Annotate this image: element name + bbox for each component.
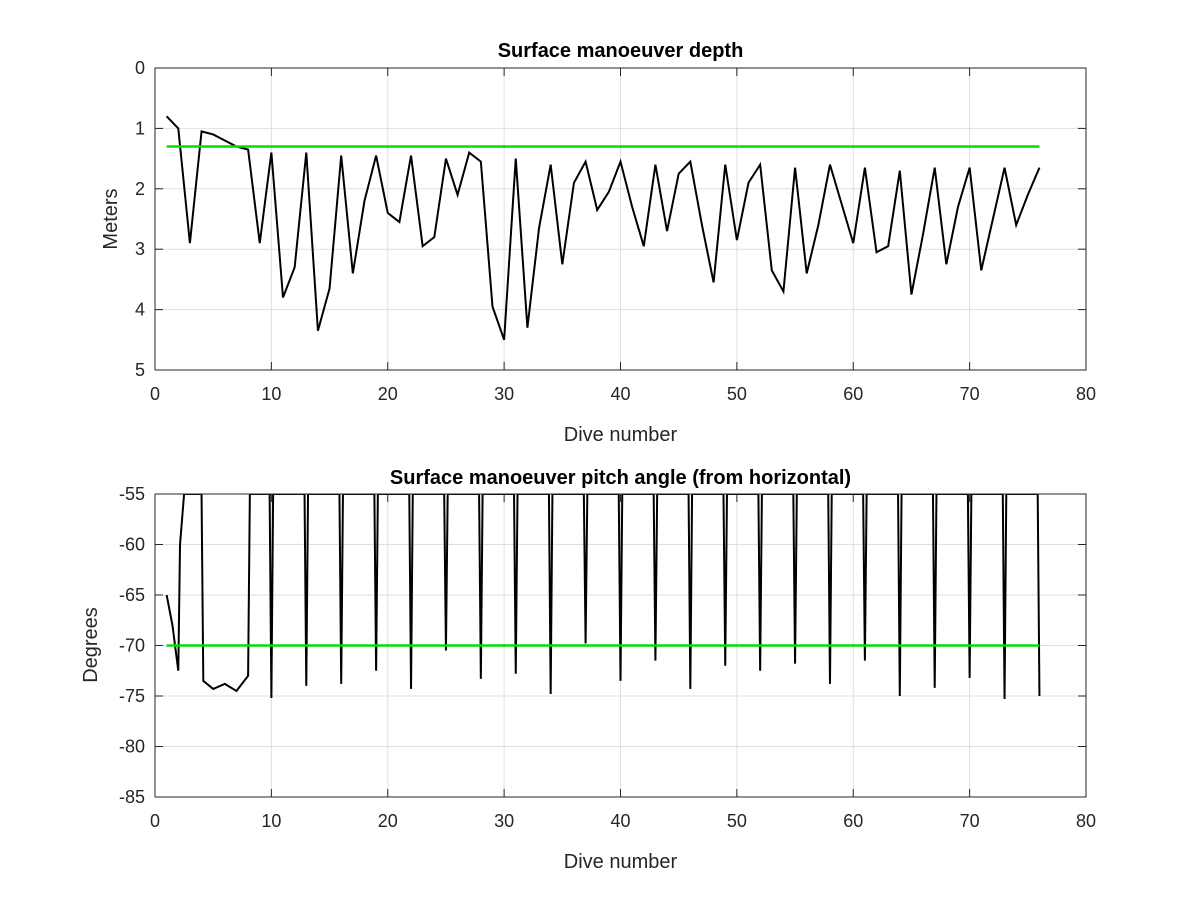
pitch-x-ticks: 0 10 20 30 40 50 60 70 80 <box>150 494 1096 831</box>
depth-x-tick-label: 10 <box>261 384 281 404</box>
pitch-chart-title: Surface manoeuver pitch angle (from hori… <box>390 467 851 489</box>
depth-y-tick-label: 0 <box>135 58 145 78</box>
depth-chart-title: Surface manoeuver depth <box>498 40 744 62</box>
pitch-x-tick-label: 40 <box>610 811 630 831</box>
pitch-series <box>165 494 1041 700</box>
depth-data-line <box>165 115 1041 341</box>
pitch-y-tick-label: -80 <box>119 737 145 757</box>
pitch-x-tick-label: 0 <box>150 811 160 831</box>
pitch-data-line <box>165 494 1041 700</box>
pitch-x-tick-label: 70 <box>960 811 980 831</box>
depth-x-tick-label: 50 <box>727 384 747 404</box>
pitch-x-tick-label: 60 <box>843 811 863 831</box>
pitch-x-tick-label: 10 <box>261 811 281 831</box>
depth-series <box>165 115 1041 341</box>
depth-x-tick-label: 80 <box>1076 384 1096 404</box>
depth-y-ticks: 0 1 2 3 4 5 <box>135 58 1086 380</box>
pitch-x-axis-label: Dive number <box>564 851 678 873</box>
pitch-y-tick-label: -65 <box>119 585 145 605</box>
depth-x-tick-label: 70 <box>960 384 980 404</box>
depth-x-ticks: 0 10 20 30 40 50 60 70 80 <box>150 68 1096 404</box>
depth-x-tick-label: 20 <box>378 384 398 404</box>
depth-y-tick-label: 3 <box>135 239 145 259</box>
depth-x-axis-label: Dive number <box>564 424 678 446</box>
pitch-panel: 0 10 20 30 40 50 60 70 80 -55-60-65-70-75-80-85 … <box>80 467 1096 873</box>
pitch-y-tick-label: -85 <box>119 787 145 807</box>
depth-x-tick-label: 30 <box>494 384 514 404</box>
pitch-y-axis-label: Degrees <box>80 607 102 683</box>
pitch-y-tick-label: -70 <box>119 636 145 656</box>
depth-y-tick-label: 2 <box>135 179 145 199</box>
pitch-x-tick-label: 50 <box>727 811 747 831</box>
depth-y-axis-label: Meters <box>100 188 122 249</box>
depth-y-tick-label: 1 <box>135 118 145 138</box>
depth-y-tick-label: 5 <box>135 360 145 380</box>
depth-x-tick-label: 60 <box>843 384 863 404</box>
pitch-x-tick-label: 30 <box>494 811 514 831</box>
pitch-y-tick-label: -75 <box>119 686 145 706</box>
depth-panel: 0 10 20 30 40 50 60 70 80 0 1 2 3 4 5 Surface manoeuv… <box>100 40 1096 446</box>
pitch-y-ticks: -55 -60 -65 -70 -75 -80 -85 <box>119 484 1086 807</box>
pitch-x-tick-label: 80 <box>1076 811 1096 831</box>
pitch-y-tick-label: -60 <box>119 535 145 555</box>
pitch-x-tick-label: 20 <box>378 811 398 831</box>
depth-x-tick-label: 0 <box>150 384 160 404</box>
pitch-y-tick-label: -55 <box>119 484 145 504</box>
depth-y-tick-label: 4 <box>135 300 145 320</box>
depth-x-tick-label: 40 <box>610 384 630 404</box>
